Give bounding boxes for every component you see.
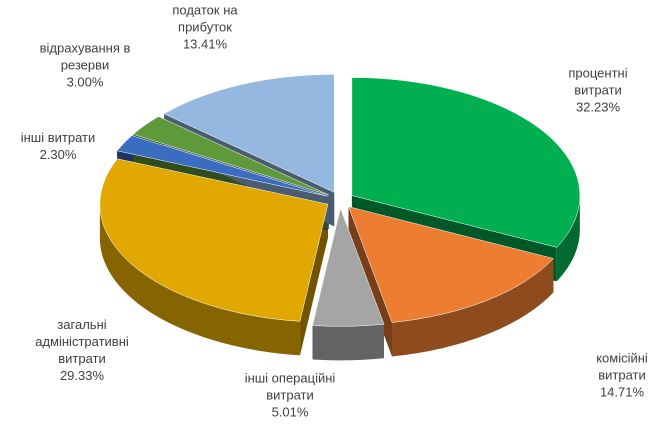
category-name: відрахування в резерви — [39, 40, 131, 73]
category-name: загальні адміністративні витрати — [35, 317, 129, 366]
slice — [351, 77, 581, 248]
value-label: 32.23% — [575, 99, 621, 115]
slice-wall — [99, 204, 300, 356]
slice-label: комісійні витрати 14.71% — [582, 349, 662, 401]
value-label: 3.00% — [66, 74, 104, 90]
slice — [132, 116, 329, 196]
slice — [312, 207, 385, 327]
slice-wall — [312, 324, 384, 361]
slice-label: процентні витрати 32.23% — [553, 64, 643, 116]
slice-label: інші операційні витрати 5.01% — [220, 369, 360, 421]
slice-label: податок на прибуток 13.41% — [150, 1, 260, 53]
value-label: 5.01% — [271, 404, 309, 420]
slice-label: загальні адміністративні витрати 29.33% — [17, 316, 147, 384]
value-label: 14.71% — [599, 384, 645, 400]
slice-wall — [392, 258, 554, 357]
walls — [99, 195, 580, 361]
slice-wall — [556, 195, 580, 282]
slice — [116, 135, 328, 197]
slice-cut-face — [299, 204, 328, 356]
category-name: інші операційні витрати — [244, 370, 336, 403]
slice — [163, 74, 335, 193]
category-name: комісійні витрати — [596, 350, 648, 383]
value-label: 13.41% — [182, 36, 228, 52]
tops — [99, 74, 581, 327]
category-name: інші витрати — [20, 130, 96, 145]
slice — [348, 206, 554, 323]
slice — [99, 158, 329, 322]
value-label: 29.33% — [59, 368, 105, 383]
slice-label: інші витрати 2.30% — [3, 129, 113, 163]
value-label: 2.30% — [39, 147, 77, 162]
category-name: податок на прибуток — [172, 2, 238, 35]
category-name: процентні витрати — [568, 65, 628, 98]
slice-label: відрахування в резерви 3.00% — [15, 39, 155, 91]
